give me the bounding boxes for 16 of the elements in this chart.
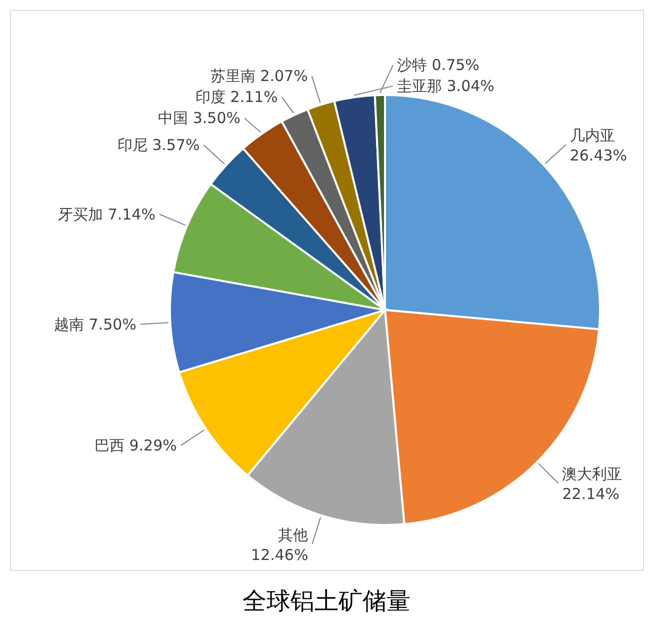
slice-label: 印尼 3.57% — [117, 136, 200, 154]
slice-label: 印度 2.11% — [195, 88, 278, 106]
slice-label: 苏里南 2.07% — [210, 67, 308, 86]
slice-label: 牙买加 7.14% — [58, 205, 156, 224]
slice-label: 澳大利亚 — [562, 465, 622, 484]
slice-label: 中国 3.50% — [158, 109, 240, 128]
slice-label: 沙特 0.75% — [397, 56, 480, 74]
slice-label: 其他 — [278, 526, 308, 544]
slice-label: 巴西 9.29% — [94, 436, 177, 454]
slice-label: 越南 7.50% — [54, 315, 136, 334]
data-label: 12.46% — [251, 546, 308, 564]
slice-label: 几内亚 — [570, 126, 615, 145]
data-label: 26.43% — [570, 146, 628, 165]
data-label: 22.14% — [562, 485, 620, 504]
slice-label: 圭亚那 3.04% — [397, 77, 494, 96]
text: 全球铝土矿储量 — [242, 587, 410, 615]
